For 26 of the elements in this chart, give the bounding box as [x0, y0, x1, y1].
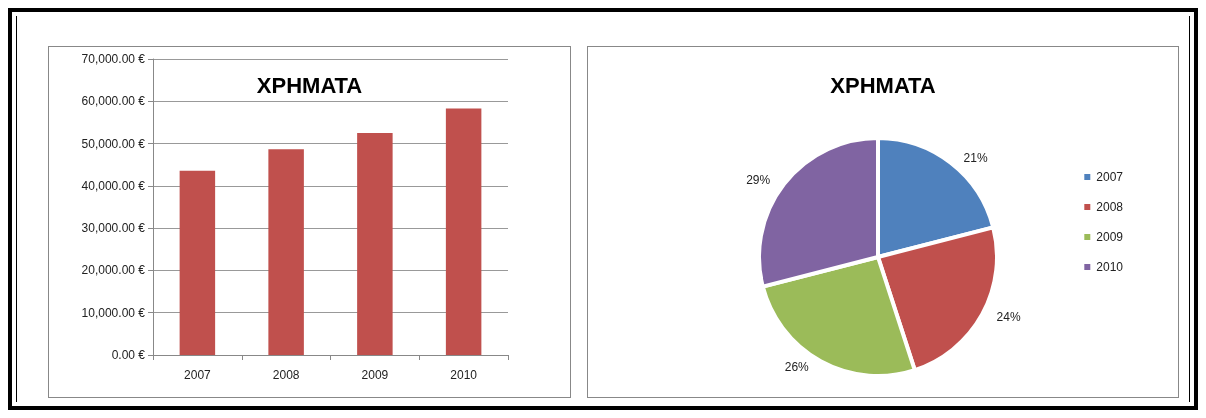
- y-tick-label: 40,000.00 €: [81, 178, 146, 193]
- data-label: 21%: [963, 151, 988, 166]
- chart-title: ΧΡΗΜΑΤΑ: [830, 72, 936, 98]
- y-tick-label: 50,000.00 €: [81, 136, 146, 151]
- y-tick-label: 0.00 €: [111, 348, 146, 362]
- y-tick-label: 10,000.00 €: [81, 305, 146, 320]
- bar: [445, 108, 482, 355]
- text: ΧΡΗΜΑΤΑ: [256, 72, 363, 98]
- legend-label: 2009: [1096, 230, 1124, 244]
- bar: [268, 149, 304, 355]
- legend-label: 2007: [1096, 170, 1124, 184]
- legend-label: 2010: [1096, 260, 1124, 274]
- data-label: 29%: [746, 173, 771, 188]
- legend-label: 2008: [1096, 200, 1124, 214]
- x-tick-label: 2007: [184, 368, 212, 382]
- y-tick-label: 60,000.00 €: [81, 94, 146, 109]
- data-label: 26%: [784, 359, 810, 374]
- y-tick-label: 20,000.00 €: [81, 263, 146, 278]
- bar: [179, 170, 216, 355]
- y-tick-label: 30,000.00 €: [81, 221, 146, 236]
- bar: [357, 133, 393, 355]
- x-tick-label: 2009: [361, 368, 389, 382]
- y-tick-label: 70,000.00 €: [81, 52, 146, 66]
- data-label: 24%: [996, 310, 1021, 325]
- x-tick-label: 2008: [272, 368, 300, 382]
- x-tick-label: 2010: [450, 368, 478, 382]
